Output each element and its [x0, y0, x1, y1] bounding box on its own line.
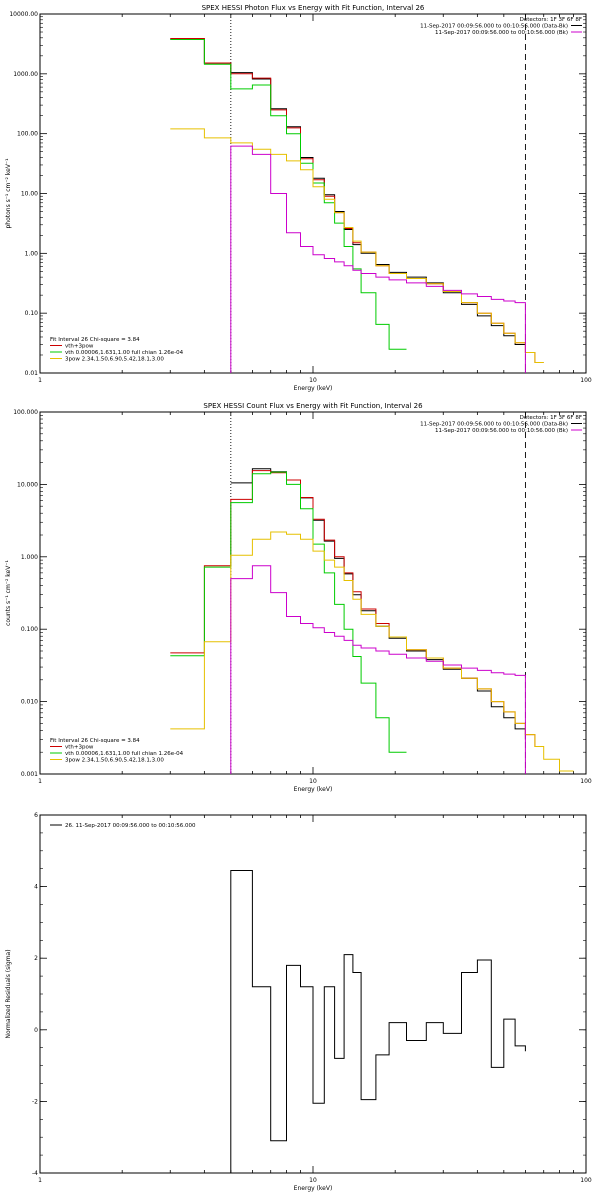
- legend-entry: 3pow 2.34,1.50,6.90,5.42,18.1,3.00: [65, 758, 164, 764]
- plot-frame: [39, 411, 587, 775]
- series-bk: [230, 145, 526, 373]
- count-flux-panel: SPEX HESSI Count Flux vs Energy with Fit…: [0, 400, 600, 800]
- series-data-bk: [170, 38, 526, 345]
- y-tick-label: 10.00: [21, 191, 38, 198]
- header-line: Detectors: 1F 3F 6F 8F: [520, 415, 582, 421]
- y-axis-label: Normalized Residuals (sigma): [5, 949, 12, 1038]
- x-axis-label: Energy (keV): [294, 385, 333, 392]
- series-data-bk: [230, 468, 526, 740]
- series-vth-3pow: [170, 38, 544, 363]
- legend-entry: vth+3pow: [65, 344, 94, 350]
- series-vth: [170, 39, 407, 350]
- count-flux-chart: SPEX HESSI Count Flux vs Energy with Fit…: [5, 402, 592, 793]
- header-line: 11-Sep-2017 00:09:56.000 to 00:10:56.000…: [435, 30, 568, 36]
- y-tick-label: 4: [34, 884, 38, 891]
- series-3pow: [170, 128, 544, 363]
- plot-frame: [39, 13, 587, 374]
- legend-entry: 26. 11-Sep-2017 00:09:56.000 to 00:10:56…: [65, 823, 196, 829]
- residuals-panel: 1 10 100 Energy (keV) -4 -2 0 2 4 6 Normalized Res…: [0, 803, 600, 1200]
- y-axis-label: counts s⁻¹ cm⁻² keV⁻¹: [5, 560, 12, 626]
- y-tick-label: 10000.00: [9, 11, 38, 18]
- y-tick-label: 0.010: [21, 699, 38, 706]
- x-axis-label: Energy (keV): [294, 786, 333, 793]
- y-tick-label: 1.00: [25, 250, 39, 257]
- y-tick-label: 0.10: [25, 310, 39, 317]
- legend-title: Fit Interval 26 Chi-square = 3.84: [50, 337, 140, 343]
- x-tick-label: 100: [580, 778, 592, 785]
- chart-title: SPEX HESSI Photon Flux vs Energy with Fi…: [202, 4, 425, 12]
- y-tick-label: 100.000: [13, 409, 38, 416]
- y-tick-label: 6: [34, 812, 38, 819]
- header-line: 11-Sep-2017 00:09:56.000 to 00:10:56.000…: [435, 428, 568, 434]
- photon-flux-panel: SPEX HESSI Photon Flux vs Energy with Fi…: [0, 0, 600, 392]
- y-tick-label: 0: [34, 1027, 38, 1034]
- y-tick-label: 100.00: [17, 131, 38, 138]
- y-tick-label: -4: [32, 1170, 38, 1177]
- legend-title: Fit Interval 26 Chi-square = 3.84: [50, 738, 140, 744]
- residuals-chart: 1 10 100 Energy (keV) -4 -2 0 2 4 6 Normalized Res…: [5, 812, 592, 1192]
- series-vth-3pow: [170, 470, 544, 747]
- y-axis-label: photons s⁻¹ cm⁻² keV⁻¹: [5, 158, 12, 229]
- header-line: 11-Sep-2017 00:09:56.000 to 00:10:56.000…: [420, 24, 568, 30]
- y-tick-label: 0.001: [21, 771, 38, 778]
- y-tick-label: 2: [34, 955, 38, 962]
- legend-entry: 3pow 2.34,1.50,6.90,5.42,18.1,3.00: [65, 357, 164, 363]
- photon-flux-chart: SPEX HESSI Photon Flux vs Energy with Fi…: [5, 4, 592, 392]
- x-tick-label: 10: [309, 377, 317, 384]
- series-3pow: [170, 531, 574, 772]
- legend-entry: vth 0.00006,1.631,1.00 full chian 1.26e-…: [65, 350, 184, 356]
- x-tick-label: 1: [38, 377, 42, 384]
- y-tick-label: 1000.00: [13, 71, 38, 78]
- y-tick-label: 0.01: [25, 370, 39, 377]
- x-tick-label: 100: [580, 1177, 592, 1184]
- series-residuals: [230, 870, 526, 1173]
- series-bk: [230, 565, 526, 774]
- y-tick-label: -2: [32, 1098, 38, 1105]
- x-tick-label: 100: [580, 377, 592, 384]
- x-tick-label: 1: [38, 1177, 42, 1184]
- header-line: 11-Sep-2017 00:09:56.000 to 00:10:56.000…: [420, 422, 568, 428]
- y-tick-label: 1.000: [21, 554, 38, 561]
- x-tick-label: 1: [38, 778, 42, 785]
- legend-entry: vth 0.00006,1.631,1.00 full chian 1.26e-…: [65, 751, 184, 757]
- header-line: Detectors: 1F 3F 6F 8F: [520, 17, 582, 23]
- x-tick-label: 10: [309, 778, 317, 785]
- y-tick-label: 0.100: [21, 626, 38, 633]
- x-tick-label: 10: [309, 1177, 317, 1184]
- legend-entry: vth+3pow: [65, 745, 94, 751]
- y-tick-label: 10.000: [17, 481, 38, 488]
- chart-title: SPEX HESSI Count Flux vs Energy with Fit…: [203, 402, 423, 410]
- series-vth: [170, 471, 407, 753]
- x-axis-label: Energy (keV): [294, 1185, 333, 1192]
